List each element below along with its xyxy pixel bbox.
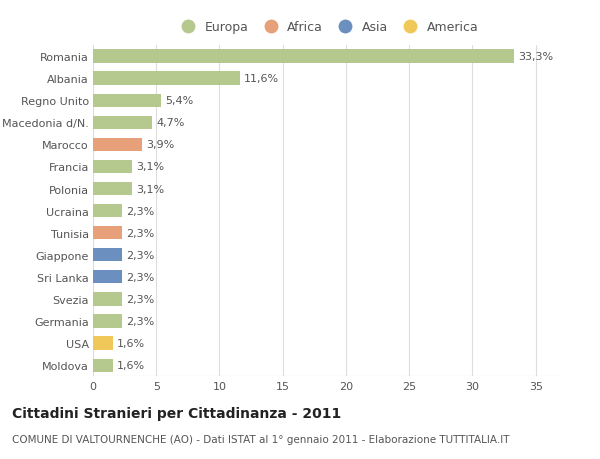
Bar (93, 161, 132, 174)
Text: COMUNE DI VALTOURNENCHE (AO) - Dati ISTAT al 1° gennaio 2011 - Elaborazione TUTT: COMUNE DI VALTOURNENCHE (AO) - Dati ISTA… (12, 434, 509, 444)
Bar (93, 117, 152, 129)
Text: 1,6%: 1,6% (117, 338, 145, 348)
Text: 5,4%: 5,4% (165, 96, 193, 106)
Bar (93, 359, 113, 372)
Text: 2,3%: 2,3% (126, 294, 154, 304)
Bar (93, 271, 122, 284)
Text: 2,3%: 2,3% (126, 250, 154, 260)
Text: 1,6%: 1,6% (117, 360, 145, 370)
Text: 2,3%: 2,3% (126, 316, 154, 326)
Bar (93, 205, 122, 218)
Text: Cittadini Stranieri per Cittadinanza - 2011: Cittadini Stranieri per Cittadinanza - 2… (12, 406, 341, 420)
Text: 2,3%: 2,3% (126, 272, 154, 282)
Bar (93, 227, 122, 240)
Bar (93, 183, 132, 196)
Text: 4,7%: 4,7% (156, 118, 185, 128)
Text: 2,3%: 2,3% (126, 228, 154, 238)
Bar (93, 73, 240, 85)
Bar (93, 315, 122, 328)
Bar (93, 337, 113, 350)
Bar (93, 139, 142, 151)
Text: 2,3%: 2,3% (126, 206, 154, 216)
Text: 11,6%: 11,6% (244, 74, 278, 84)
Bar (93, 95, 161, 107)
Text: 3,1%: 3,1% (136, 184, 164, 194)
Legend: Europa, Africa, Asia, America: Europa, Africa, Asia, America (173, 18, 481, 36)
Text: 3,9%: 3,9% (146, 140, 175, 150)
Bar (93, 293, 122, 306)
Bar (93, 249, 122, 262)
Bar (93, 50, 514, 63)
Text: 33,3%: 33,3% (518, 52, 553, 62)
Text: 3,1%: 3,1% (136, 162, 164, 172)
